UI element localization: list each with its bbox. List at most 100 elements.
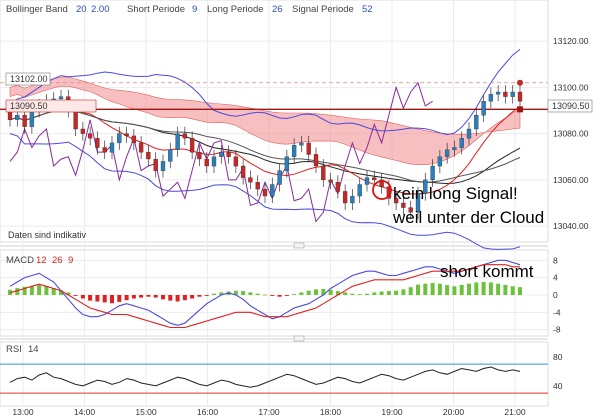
- candle[interactable]: [401, 202, 406, 208]
- macd-histogram-bar: [335, 291, 340, 295]
- candle[interactable]: [233, 156, 239, 167]
- candle[interactable]: [321, 165, 326, 181]
- candle[interactable]: [495, 91, 501, 95]
- candle[interactable]: [175, 133, 180, 150]
- candle[interactable]: [437, 156, 443, 167]
- rsi-panel[interactable]: [0, 341, 549, 407]
- candle[interactable]: [262, 188, 268, 197]
- candle[interactable]: [379, 179, 384, 187]
- candle[interactable]: [87, 133, 93, 139]
- candle[interactable]: [357, 184, 362, 197]
- candle[interactable]: [58, 96, 64, 100]
- candle[interactable]: [95, 138, 100, 148]
- candle[interactable]: [270, 184, 275, 197]
- signal-periode-value: 52: [362, 4, 373, 15]
- candle[interactable]: [313, 154, 319, 167]
- candle[interactable]: [160, 161, 166, 171]
- candle[interactable]: [364, 177, 370, 185]
- macd-histogram-bar: [146, 295, 151, 297]
- candle[interactable]: [415, 193, 421, 213]
- candle[interactable]: [15, 114, 20, 120]
- candle[interactable]: [204, 158, 209, 167]
- candle[interactable]: [138, 142, 144, 153]
- candle[interactable]: [255, 182, 260, 190]
- candle[interactable]: [408, 207, 413, 213]
- price-label-right: 13090.50: [547, 99, 593, 113]
- candle[interactable]: [211, 156, 217, 167]
- time-tick-label: 14:00: [74, 407, 96, 417]
- candle[interactable]: [80, 128, 86, 134]
- candle[interactable]: [328, 179, 333, 183]
- candle[interactable]: [503, 91, 508, 97]
- candle[interactable]: [22, 114, 27, 127]
- macd-histogram-bar: [197, 295, 202, 297]
- macd-histogram-bar: [161, 295, 165, 300]
- candle[interactable]: [117, 133, 122, 144]
- candle[interactable]: [372, 177, 377, 181]
- candle[interactable]: [284, 156, 290, 171]
- macd-histogram-bar: [102, 295, 107, 303]
- panel-splitter[interactable]: [0, 242, 548, 249]
- candle[interactable]: [444, 149, 450, 157]
- candle[interactable]: [466, 128, 472, 139]
- candle[interactable]: [240, 165, 246, 178]
- candle[interactable]: [182, 133, 188, 139]
- price-label-left-bottom: 13090.50: [5, 99, 97, 113]
- candle[interactable]: [248, 177, 253, 183]
- macd-histogram-bar: [430, 282, 435, 295]
- macd-histogram-bar: [124, 295, 129, 301]
- candle[interactable]: [146, 151, 151, 160]
- macd-tick-label: -4: [553, 307, 561, 317]
- macd-histogram-bar: [503, 285, 508, 295]
- macd-histogram-bar: [481, 282, 486, 295]
- candle[interactable]: [197, 151, 202, 160]
- candle[interactable]: [459, 138, 464, 148]
- candle[interactable]: [299, 142, 304, 146]
- macd-histogram-bar: [321, 288, 326, 295]
- candle[interactable]: [430, 165, 435, 181]
- candle[interactable]: [488, 94, 494, 102]
- candle[interactable]: [474, 114, 479, 130]
- candle[interactable]: [393, 198, 399, 204]
- price-tick-label: 13040.00: [553, 221, 589, 231]
- candle[interactable]: [189, 138, 195, 153]
- candle[interactable]: [350, 195, 355, 204]
- candle[interactable]: [168, 149, 173, 162]
- panel-splitter[interactable]: [0, 335, 548, 342]
- signal-circle: [372, 180, 392, 200]
- candle[interactable]: [219, 151, 224, 157]
- macd-histogram-bar: [153, 295, 158, 298]
- candle[interactable]: [131, 135, 137, 143]
- candle[interactable]: [335, 182, 341, 192]
- macd-histogram-bar: [131, 295, 136, 299]
- bollinger-label: Bollinger Band: [6, 4, 68, 15]
- candle[interactable]: [29, 110, 35, 127]
- candle[interactable]: [423, 179, 428, 194]
- candle[interactable]: [517, 91, 523, 102]
- candle[interactable]: [510, 91, 515, 97]
- candle[interactable]: [452, 147, 457, 150]
- candle[interactable]: [102, 147, 107, 153]
- macd-signal-line: [9, 264, 520, 329]
- candle[interactable]: [342, 191, 348, 204]
- candle[interactable]: [306, 142, 311, 155]
- macd-panel[interactable]: [0, 249, 549, 337]
- candle[interactable]: [109, 142, 115, 153]
- time-tick-label: 19:00: [381, 407, 403, 417]
- short-periode-value: 9: [192, 4, 197, 15]
- macd-histogram-bar: [452, 286, 457, 295]
- level-marker: [517, 106, 523, 113]
- macd-histogram-bar: [168, 295, 173, 301]
- candle[interactable]: [481, 101, 486, 116]
- candle[interactable]: [124, 133, 129, 137]
- macd-histogram-bar: [357, 294, 362, 295]
- candle[interactable]: [73, 110, 78, 130]
- macd-histogram-bar: [408, 287, 413, 295]
- candle[interactable]: [226, 151, 231, 157]
- candle[interactable]: [153, 158, 158, 171]
- candle[interactable]: [291, 145, 297, 157]
- rsi-param-1: 14: [28, 344, 39, 355]
- macd-line: [9, 259, 521, 326]
- candle[interactable]: [277, 170, 282, 185]
